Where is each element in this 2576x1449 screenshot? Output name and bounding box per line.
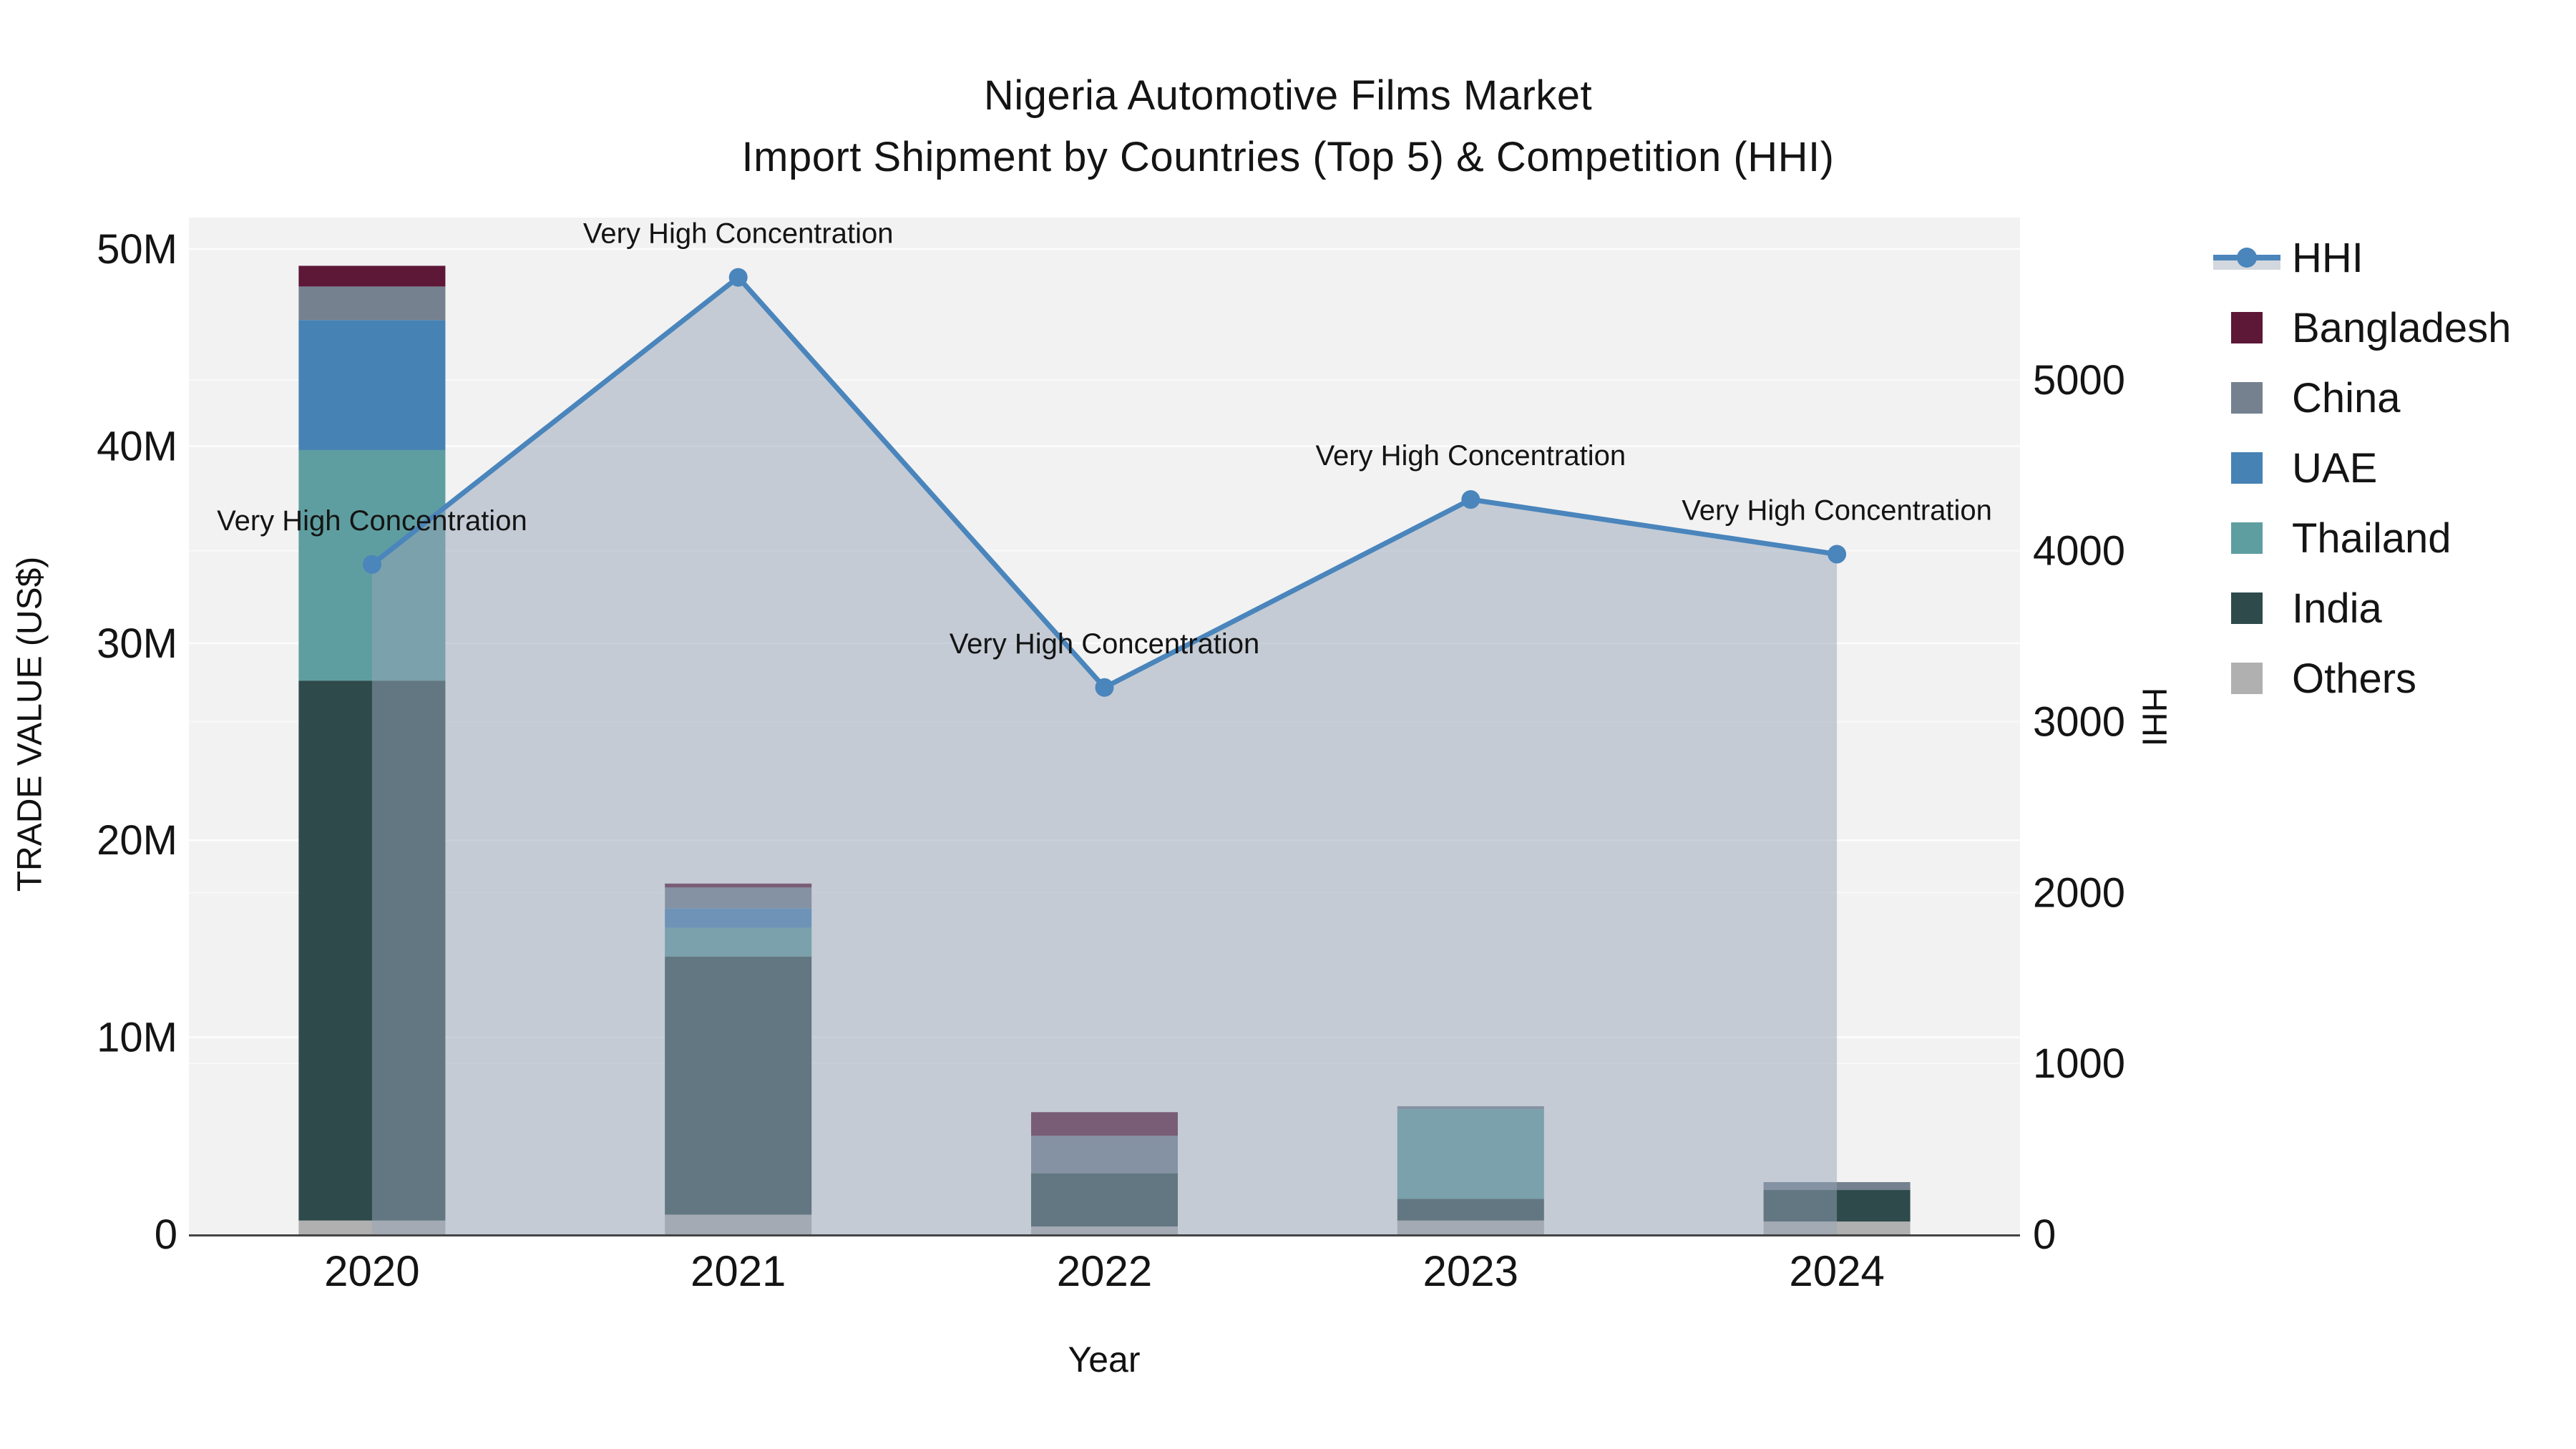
hhi-point-2022 [1095, 678, 1114, 697]
x-tick-2021: 2021 [691, 1247, 786, 1295]
y-right-tick-4000: 4000 [2033, 528, 2125, 575]
y-left-tick-30M: 30M [97, 620, 177, 667]
y-right-tick-5000: 5000 [2033, 357, 2125, 404]
legend-item-bangladesh: Bangladesh [2213, 293, 2511, 363]
hhi-point-2021 [728, 268, 748, 287]
legend-color-swatch-thailand [2231, 522, 2263, 554]
y-left-tick-50M: 50M [97, 226, 177, 273]
legend-swatch-cell [2213, 592, 2280, 624]
hhi-line-marker-icon [2213, 242, 2280, 273]
legend-label: UAE [2292, 444, 2378, 492]
annotation-2020: Very High Concentration [217, 505, 527, 537]
y-left-tick-0: 0 [155, 1211, 177, 1258]
annotation-2021: Very High Concentration [583, 218, 894, 250]
hhi-point-2020 [362, 555, 381, 574]
hhi-marker-dot [2237, 248, 2257, 268]
legend-swatch-cell [2213, 312, 2280, 343]
legend-swatch-cell [2213, 452, 2280, 484]
legend-color-swatch-china [2231, 382, 2263, 414]
annotation-2024: Very High Concentration [1682, 494, 1992, 526]
legend-item-others: Others [2213, 643, 2511, 713]
bar-segment-China-2020 [298, 286, 446, 321]
legend-item-india: India [2213, 573, 2511, 643]
legend-swatch-cell [2213, 663, 2280, 694]
legend-color-swatch-uae [2231, 452, 2263, 484]
y-left-tick-20M: 20M [97, 817, 177, 864]
legend-swatch-cell [2213, 242, 2280, 273]
annotation-2023: Very High Concentration [1316, 440, 1626, 472]
y-right-tick-0: 0 [2033, 1211, 2056, 1258]
annotation-2022: Very High Concentration [950, 628, 1260, 660]
legend-swatch-cell [2213, 522, 2280, 554]
y-right-tick-1000: 1000 [2033, 1040, 2125, 1087]
legend-label: Thailand [2292, 514, 2451, 562]
legend-label: India [2292, 585, 2382, 632]
legend-item-china: China [2213, 363, 2511, 433]
legend-label: HHI [2292, 234, 2363, 281]
bar-segment-UAE-2020 [298, 320, 446, 450]
hhi-point-2024 [1828, 545, 1847, 564]
legend-label: Bangladesh [2292, 304, 2512, 351]
y-left-tick-40M: 40M [97, 423, 177, 469]
legend-color-swatch-bangladesh [2231, 312, 2263, 343]
legend-item-thailand: Thailand [2213, 503, 2511, 573]
chart-title-line2: Import Shipment by Countries (Top 5) & C… [741, 134, 1835, 180]
y-left-tick-10M: 10M [97, 1015, 177, 1061]
legend-color-swatch-india [2231, 592, 2263, 624]
x-tick-2023: 2023 [1423, 1247, 1518, 1295]
x-tick-2024: 2024 [1789, 1247, 1884, 1295]
hhi-point-2023 [1461, 490, 1480, 509]
legend-label: Others [2292, 655, 2417, 702]
x-axis-label: Year [1068, 1340, 1141, 1380]
legend-color-swatch-others [2231, 663, 2263, 694]
hhi-area-fill [371, 277, 1838, 1234]
x-tick-2020: 2020 [324, 1247, 419, 1295]
legend-label: China [2292, 374, 2401, 421]
y-right-tick-2000: 2000 [2033, 869, 2125, 916]
chart-title-line1: Nigeria Automotive Films Market [983, 72, 1593, 119]
bar-segment-Bangladesh-2020 [298, 265, 446, 287]
legend-swatch-cell [2213, 382, 2280, 414]
x-tick-2022: 2022 [1057, 1247, 1152, 1295]
legend: HHI Bangladesh China UAE Thailand India Others [2213, 223, 2511, 713]
y-right-tick-3000: 3000 [2033, 699, 2125, 746]
legend-item-hhi: HHI [2213, 223, 2511, 293]
legend-item-uae: UAE [2213, 433, 2511, 503]
